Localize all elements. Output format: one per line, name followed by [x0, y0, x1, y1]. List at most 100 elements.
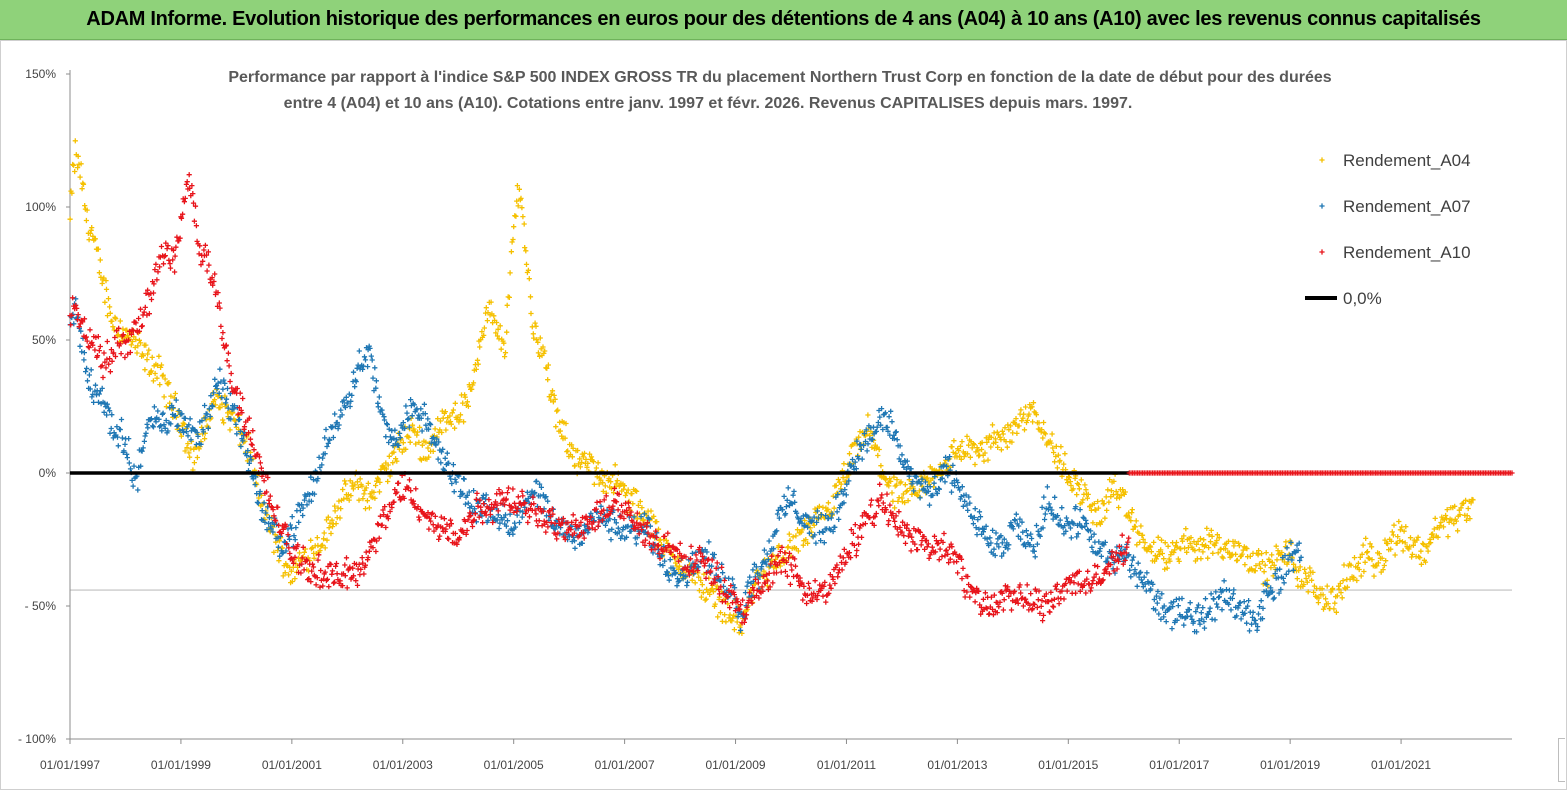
data-point — [1017, 516, 1023, 522]
data-point — [998, 533, 1004, 539]
data-point — [1315, 600, 1321, 606]
data-point — [221, 420, 227, 426]
data-point — [1076, 486, 1082, 492]
data-point — [1018, 590, 1024, 596]
data-point — [1055, 452, 1061, 458]
data-point — [989, 606, 996, 612]
data-point — [818, 512, 824, 518]
data-point — [202, 436, 208, 442]
data-point — [533, 323, 539, 329]
y-tick-label: - 50% — [25, 599, 57, 613]
data-point — [889, 419, 895, 425]
data-point — [1089, 544, 1095, 550]
legend-label: Rendement_A04 — [1343, 151, 1471, 170]
data-point — [1013, 416, 1019, 422]
data-point — [796, 578, 802, 584]
data-point — [607, 516, 613, 522]
data-point — [1076, 568, 1082, 574]
data-point — [1307, 565, 1313, 571]
data-point — [362, 357, 369, 363]
data-point — [1132, 567, 1138, 573]
data-point — [619, 502, 625, 508]
data-point — [1074, 492, 1080, 498]
data-point — [669, 572, 675, 578]
data-point — [308, 474, 314, 480]
data-point — [1201, 625, 1208, 631]
data-point — [1057, 517, 1063, 523]
data-point — [1129, 562, 1135, 569]
data-point — [545, 377, 551, 383]
data-point — [942, 479, 948, 485]
data-point — [408, 488, 414, 494]
data-point — [1037, 610, 1043, 616]
data-point — [496, 525, 502, 532]
data-point — [473, 366, 479, 372]
data-point — [1144, 570, 1150, 576]
data-point — [535, 339, 541, 345]
data-point — [735, 614, 741, 620]
data-point — [957, 487, 963, 493]
data-point — [366, 548, 372, 554]
data-point — [1379, 555, 1385, 561]
data-point — [1023, 528, 1029, 534]
data-point — [893, 482, 900, 488]
data-point — [1141, 574, 1147, 580]
data-point — [180, 427, 186, 433]
data-point — [799, 527, 805, 533]
data-point — [316, 454, 322, 460]
data-point — [780, 507, 786, 513]
data-point — [289, 557, 295, 563]
data-point — [1371, 573, 1377, 579]
data-point — [999, 553, 1005, 559]
data-point — [114, 434, 121, 440]
data-point — [676, 558, 682, 564]
data-point — [100, 374, 106, 381]
data-point — [197, 243, 203, 249]
data-point — [798, 516, 804, 522]
data-point — [268, 526, 274, 532]
data-point — [80, 319, 86, 325]
data-point — [114, 340, 121, 346]
data-point — [257, 488, 263, 495]
data-point — [704, 549, 710, 555]
data-point — [837, 505, 843, 511]
data-point — [220, 386, 226, 392]
data-point — [1042, 516, 1048, 523]
data-point — [868, 497, 874, 503]
data-point — [1153, 593, 1159, 599]
data-point — [974, 532, 980, 538]
data-point — [416, 439, 422, 445]
data-point — [977, 514, 984, 520]
data-point — [639, 527, 645, 533]
data-point — [1348, 562, 1354, 568]
data-point — [222, 380, 228, 386]
data-point — [835, 492, 841, 498]
data-point — [1324, 583, 1330, 589]
data-point — [843, 559, 849, 565]
data-point — [126, 436, 132, 442]
data-point — [740, 611, 746, 617]
data-point — [173, 397, 179, 403]
data-point — [1197, 621, 1203, 627]
data-point — [1083, 520, 1090, 527]
data-point — [984, 536, 990, 542]
data-point — [290, 560, 297, 566]
data-point — [936, 486, 942, 492]
data-point — [1420, 540, 1426, 547]
data-point — [1303, 570, 1309, 576]
data-point — [1437, 523, 1443, 529]
data-point — [399, 449, 405, 455]
data-point — [1264, 581, 1270, 587]
data-point — [141, 438, 147, 444]
x-tick-label: 01/01/2007 — [595, 758, 655, 772]
data-point — [130, 483, 136, 489]
data-point — [460, 529, 466, 536]
data-point — [139, 323, 145, 329]
data-point — [211, 278, 217, 285]
data-point — [144, 357, 150, 363]
data-point — [375, 521, 381, 527]
data-point — [1310, 569, 1316, 575]
data-point — [418, 406, 424, 412]
data-point — [757, 572, 763, 578]
data-point — [850, 463, 856, 469]
